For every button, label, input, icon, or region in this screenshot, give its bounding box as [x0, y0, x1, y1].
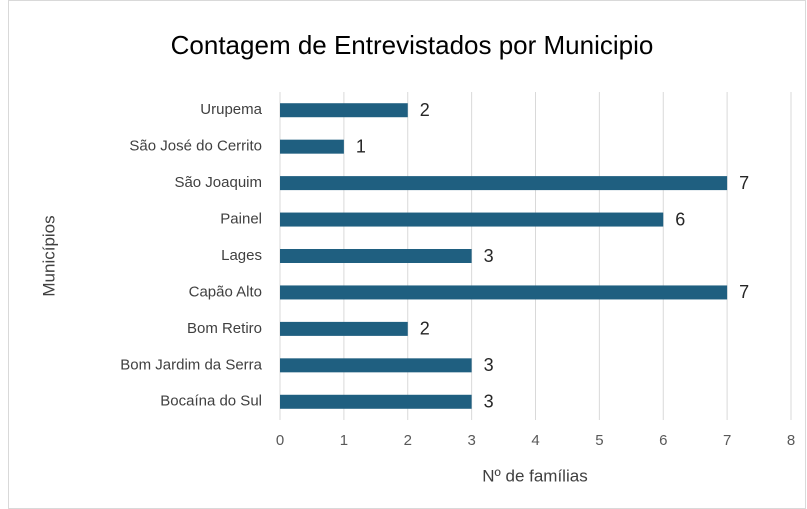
y-tick-label: São José do Cerrito	[129, 138, 262, 155]
value-label: 6	[675, 209, 685, 229]
bar	[280, 139, 344, 154]
value-label: 7	[739, 173, 749, 193]
value-label: 1	[356, 136, 366, 156]
x-tick-label: 1	[340, 432, 348, 449]
value-label: 3	[484, 246, 494, 266]
y-tick-label: Bom Retiro	[187, 320, 262, 337]
value-label: 3	[484, 392, 494, 412]
y-tick-label: Painel	[220, 211, 262, 228]
y-tick-label: Bocaína do Sul	[160, 393, 262, 410]
value-label: 7	[739, 282, 749, 302]
x-tick-label: 5	[595, 432, 603, 449]
x-tick-label: 6	[659, 432, 667, 449]
bar	[280, 321, 408, 336]
chart-title: Contagem de Entrevistados por Municipio	[171, 30, 654, 60]
y-tick-label: Capão Alto	[189, 283, 262, 300]
bar	[280, 394, 472, 409]
bar	[280, 176, 728, 191]
x-tick-label: 4	[531, 432, 539, 449]
y-tick-label: Lages	[221, 247, 262, 264]
x-tick-label: 3	[467, 432, 475, 449]
x-tick-label: 0	[276, 432, 284, 449]
y-axis-label: Municípios	[39, 215, 58, 296]
y-tick-label: Bom Jardim da Serra	[120, 356, 262, 373]
bar	[280, 212, 664, 227]
x-tick-label: 8	[787, 432, 795, 449]
bar	[280, 285, 728, 300]
bar	[280, 249, 472, 263]
x-tick-label: 2	[404, 432, 412, 449]
y-tick-label: São Joaquim	[174, 174, 262, 191]
bar	[280, 103, 408, 118]
y-tick-label: Urupema	[200, 101, 262, 118]
value-label: 3	[484, 355, 494, 375]
x-axis-label: Nº de famílias	[482, 466, 587, 485]
value-label: 2	[420, 100, 430, 120]
value-label: 2	[420, 319, 430, 339]
bar	[280, 358, 472, 373]
x-tick-label: 7	[723, 432, 731, 449]
